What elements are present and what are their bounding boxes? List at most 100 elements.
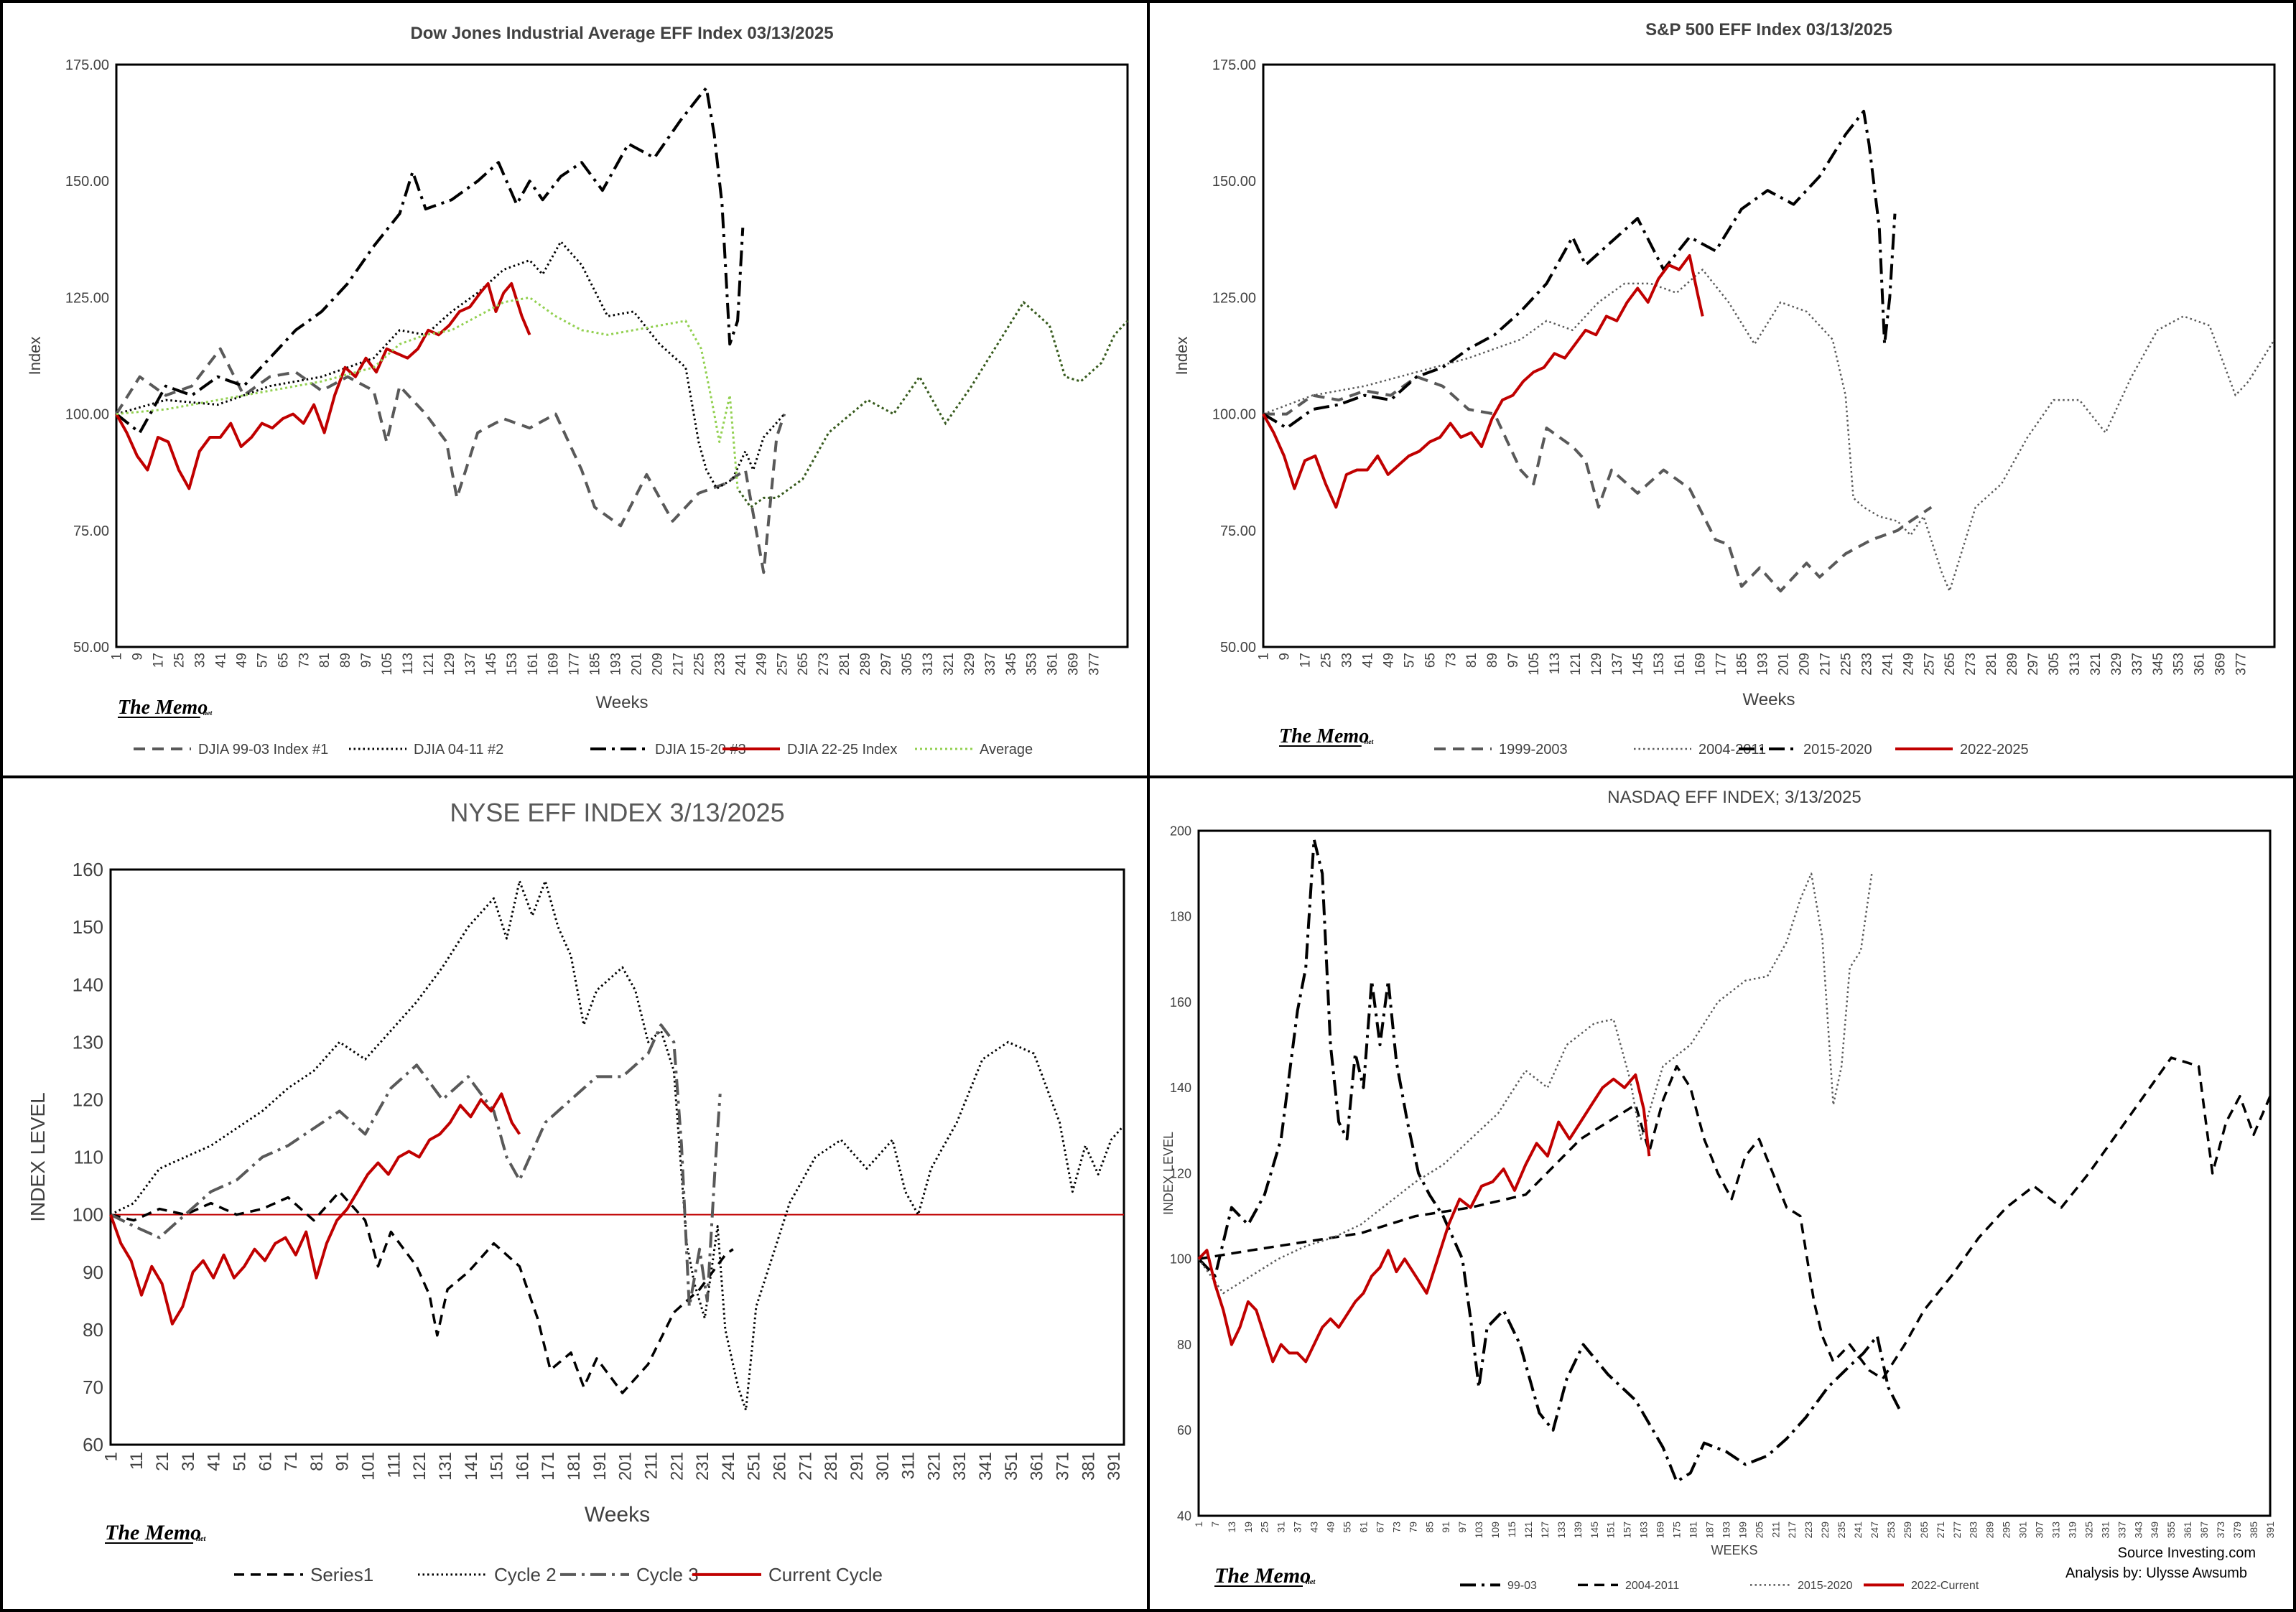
chart-title: Dow Jones Industrial Average EFF Index 0… — [410, 24, 833, 43]
x-tick-label: 337 — [983, 653, 998, 676]
x-tick-label: 377 — [2234, 653, 2249, 676]
y-axis-label: INDEX LEVEL — [1161, 1132, 1176, 1215]
x-tick-label: 353 — [2172, 653, 2187, 676]
x-tick-label: 131 — [436, 1452, 455, 1481]
series-line-2 — [1262, 109, 1897, 430]
x-tick-label: 291 — [847, 1452, 867, 1481]
x-tick-label: 361 — [2193, 653, 2208, 676]
x-tick-label: 57 — [1402, 653, 1417, 668]
x-tick-label: 97 — [1456, 1522, 1468, 1533]
x-tick-label: 127 — [1539, 1522, 1551, 1539]
x-tick-label: 81 — [317, 653, 333, 668]
x-tick-label: 41 — [213, 653, 228, 668]
x-tick-label: 337 — [2116, 1522, 2127, 1539]
x-tick-label: 361 — [1046, 653, 1061, 676]
x-tick-label: 217 — [1818, 653, 1833, 676]
x-tick-label: 121 — [1523, 1522, 1534, 1539]
x-tick-label: 137 — [1610, 653, 1625, 676]
y-tick-label: 50.00 — [1220, 640, 1256, 656]
x-tick-label: 41 — [1360, 653, 1375, 668]
x-tick-label: 231 — [693, 1452, 712, 1481]
x-tick-label: 65 — [1423, 653, 1438, 668]
x-tick-label: 193 — [609, 653, 624, 676]
x-tick-label: 153 — [1652, 653, 1667, 676]
x-tick-label: 201 — [616, 1452, 636, 1481]
x-tick-label: 241 — [719, 1452, 738, 1481]
x-tick-label: 1 — [110, 653, 125, 661]
series-line-0 — [115, 347, 786, 574]
y-axis-label: INDEX LEVEL — [27, 1092, 49, 1222]
x-tick-label: 259 — [1902, 1522, 1913, 1539]
y-tick-label: 200 — [1170, 824, 1191, 838]
x-tick-label: 289 — [858, 653, 873, 676]
x-tick-label: 193 — [1720, 1522, 1732, 1539]
x-tick-label: 185 — [1735, 653, 1750, 676]
x-tick-label: 121 — [1568, 653, 1584, 676]
x-tick-label: 33 — [192, 653, 208, 668]
y-tick-label: 160 — [73, 859, 103, 880]
x-tick-label: 265 — [796, 653, 811, 676]
x-tick-label: 305 — [900, 653, 915, 676]
x-tick-label: 13 — [1226, 1522, 1237, 1533]
x-tick-label: 319 — [2066, 1522, 2078, 1539]
x-tick-label: 73 — [1444, 653, 1459, 668]
x-tick-label: 249 — [754, 653, 769, 676]
x-tick-label: 311 — [899, 1452, 919, 1479]
x-tick-label: 271 — [1935, 1522, 1946, 1539]
x-tick-label: 229 — [1819, 1522, 1831, 1539]
legend-label: 99-03 — [1507, 1580, 1537, 1592]
x-tick-label: 265 — [1918, 1522, 1930, 1539]
x-tick-label: 249 — [1901, 653, 1916, 676]
x-tick-label: 151 — [1605, 1522, 1617, 1539]
x-tick-label: 199 — [1737, 1522, 1748, 1539]
x-tick-label: 297 — [879, 653, 894, 676]
x-tick-label: 193 — [1756, 653, 1771, 676]
series-line-1 — [116, 241, 786, 490]
series-line-3 — [1197, 1073, 1651, 1364]
x-tick-label: 91 — [333, 1452, 353, 1471]
series-line-0 — [110, 1190, 734, 1394]
x-tick-label: 137 — [463, 653, 478, 676]
y-tick-label: 120 — [73, 1089, 103, 1111]
legend-label: DJIA 15-20 #3 — [655, 742, 746, 758]
x-tick-label: 105 — [1527, 653, 1542, 676]
x-tick-label: 355 — [2165, 1522, 2177, 1539]
x-tick-label: 273 — [1963, 653, 1979, 676]
x-tick-label: 379 — [2231, 1522, 2243, 1539]
x-tick-label: 277 — [1951, 1522, 1963, 1539]
x-tick-label: 145 — [484, 653, 499, 676]
x-tick-label: 241 — [1852, 1522, 1864, 1539]
legend-label: Cycle 2 — [494, 1564, 557, 1585]
x-tick-label: 17 — [1298, 653, 1314, 668]
x-tick-label: 353 — [1025, 653, 1040, 676]
x-tick-label: 331 — [2099, 1522, 2111, 1539]
x-tick-label: 247 — [1869, 1522, 1880, 1539]
x-tick-label: 25 — [1259, 1522, 1270, 1533]
x-tick-label: 281 — [822, 1452, 841, 1481]
x-tick-label: 211 — [641, 1452, 661, 1479]
x-tick-label: 19 — [1242, 1522, 1254, 1533]
x-tick-label: 61 — [256, 1452, 275, 1471]
y-tick-label: 70 — [83, 1376, 103, 1398]
x-tick-label: 233 — [712, 653, 728, 676]
x-tick-label: 115 — [1506, 1522, 1518, 1538]
x-tick-label: 273 — [817, 653, 832, 676]
nasdaq-chart-svg: NASDAQ EFF INDEX; 3/13/20254060801001201… — [1161, 788, 2276, 1592]
y-tick-label: 80 — [83, 1319, 103, 1341]
x-axis-label: Weeks — [1743, 690, 1795, 709]
x-tick-label: 73 — [297, 653, 312, 668]
x-tick-label: 37 — [1292, 1522, 1303, 1533]
x-tick-label: 205 — [1753, 1522, 1765, 1539]
x-tick-label: 331 — [950, 1452, 970, 1481]
legend-label: 2022-2025 — [1960, 742, 2029, 758]
series-line-average-overlay — [736, 300, 1129, 509]
x-tick-label: 49 — [234, 653, 249, 668]
x-tick-label: 329 — [2109, 653, 2124, 676]
legend-label: 2022-Current — [1911, 1580, 1979, 1592]
memo-logo: The Memo — [105, 1521, 201, 1545]
x-tick-label: 177 — [1714, 653, 1729, 676]
x-tick-label: 121 — [422, 653, 437, 676]
panel-nasdaq-chart: NASDAQ EFF INDEX; 3/13/2025 40 60 80 100 120 1… — [1147, 775, 2296, 1612]
x-tick-label: 185 — [588, 653, 603, 676]
series-line-3 — [115, 281, 531, 490]
